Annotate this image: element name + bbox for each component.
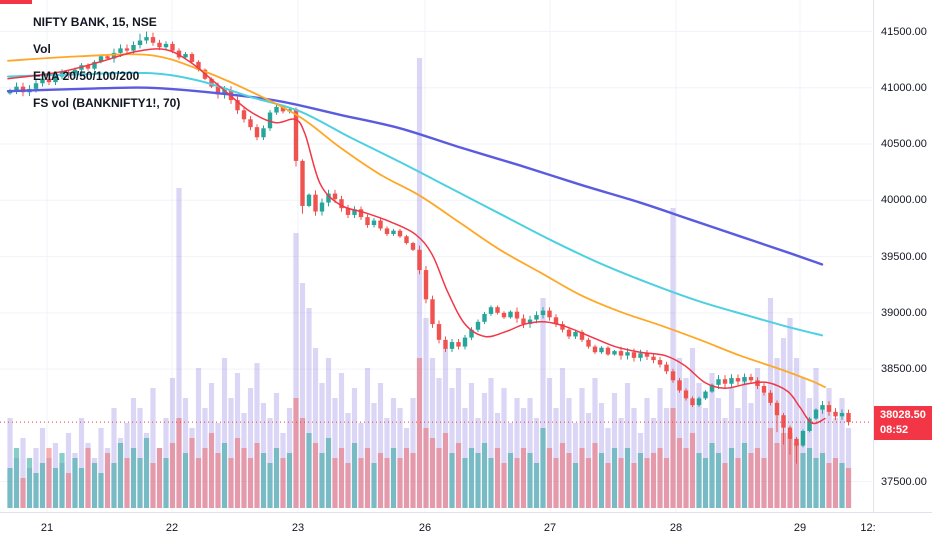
corner-marker <box>0 0 32 4</box>
price-axis-tick: 39500.00 <box>881 250 927 263</box>
candles <box>7 31 851 464</box>
price-axis-tick: 40500.00 <box>881 138 927 151</box>
legend-fsvol-indicator[interactable]: FS vol (BANKNIFTY1!, 70) <box>33 96 181 110</box>
price-chart-pane[interactable] <box>0 0 872 512</box>
ema-line-ema-200[interactable] <box>6 86 824 266</box>
fs-volume-bars <box>7 58 852 508</box>
volume-bars <box>7 358 852 508</box>
price-axis-tick: 38500.00 <box>881 363 927 376</box>
time-axis-label: 26 <box>418 522 432 534</box>
legend-volume-indicator[interactable]: Vol <box>33 42 51 56</box>
legend-ema-indicator[interactable]: EMA 20/50/100/200 <box>33 69 140 83</box>
time-axis-label: 27 <box>543 522 557 534</box>
time-axis-label: 28 <box>669 522 683 534</box>
ema-line-ema-100[interactable] <box>7 71 823 337</box>
time-axis-label: 22 <box>165 522 179 534</box>
price-axis-tick: 41000.00 <box>881 81 927 94</box>
price-axis-tick: 37500.00 <box>881 475 927 488</box>
time-axis[interactable]: 21 22 23 26 27 28 29 12: <box>0 512 932 550</box>
time-axis-label: 23 <box>291 522 305 534</box>
price-axis-tick: 40000.00 <box>881 194 927 207</box>
legend-symbol[interactable]: NIFTY BANK, 15, NSE <box>33 15 157 29</box>
grid-lines <box>0 0 872 512</box>
time-axis-label: 29 <box>793 522 807 534</box>
chart-legend: NIFTY BANK, 15, NSE Vol EMA 20/50/100/20… <box>33 9 180 117</box>
bar-countdown: 08:52 <box>880 424 909 437</box>
last-price-label: 38028.50 08:52 <box>874 406 932 441</box>
price-axis-tick: 41500.00 <box>881 25 927 38</box>
time-axis-label: 12: <box>860 522 876 534</box>
time-axis-label: 21 <box>40 522 54 534</box>
last-price-value: 38028.50 <box>880 409 926 422</box>
price-axis-tick: 39000.00 <box>881 306 927 319</box>
ema-line-ema-20[interactable] <box>7 48 826 425</box>
